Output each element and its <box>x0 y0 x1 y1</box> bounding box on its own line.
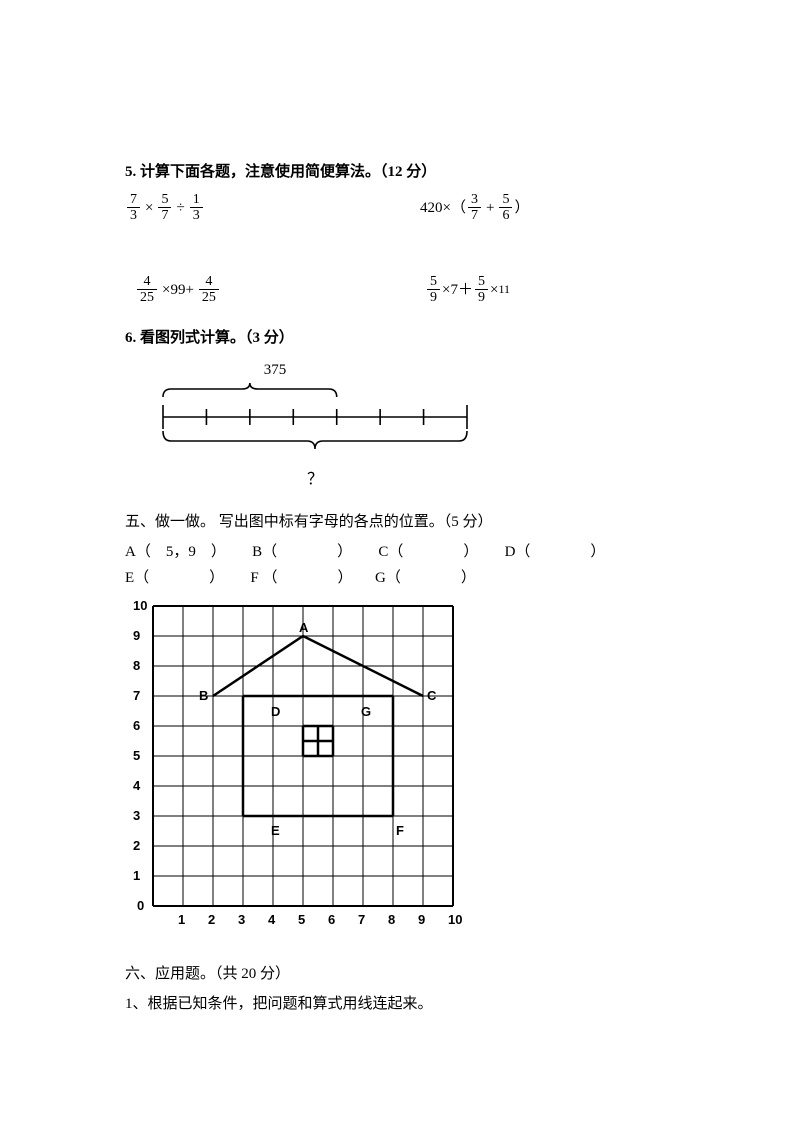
house-grid: 0 1 2 3 4 5 6 7 8 9 10 1 2 3 4 5 6 7 8 9 10 A B C D G E F <box>125 596 475 936</box>
svg-text:9: 9 <box>418 912 425 927</box>
grid-figure: 0 1 2 3 4 5 6 7 8 9 10 1 2 3 4 5 6 7 8 9 10 A B C D G E F <box>125 596 675 944</box>
q5-header: 5. 计算下面各题，注意使用简便算法。（12 分） <box>125 160 675 184</box>
svg-text:C: C <box>427 688 437 703</box>
svg-text:2: 2 <box>208 912 215 927</box>
svg-text:6: 6 <box>328 912 335 927</box>
segment-diagram <box>155 379 495 461</box>
svg-text:10: 10 <box>448 912 462 927</box>
svg-text:3: 3 <box>133 808 140 823</box>
svg-text:8: 8 <box>133 658 140 673</box>
q5-expr3: 425 ×99+ 425 <box>125 274 385 306</box>
section6-header: 六、应用题。（共 20 分） <box>125 962 675 986</box>
svg-text:8: 8 <box>388 912 395 927</box>
q6-question-mark: ？ <box>155 467 475 493</box>
q5-row1: 73 × 57 ÷ 13 420×（ 37 + 56 ） <box>125 192 675 224</box>
svg-text:10: 10 <box>133 598 147 613</box>
svg-text:3: 3 <box>238 912 245 927</box>
svg-text:B: B <box>199 688 208 703</box>
q6-diagram: 375 ？ <box>155 358 675 493</box>
svg-text:7: 7 <box>358 912 365 927</box>
q5-expr4: 59 ×7＋ 59 × 11 <box>385 274 675 306</box>
svg-text:2: 2 <box>133 838 140 853</box>
svg-text:1: 1 <box>178 912 185 927</box>
svg-text:4: 4 <box>133 778 141 793</box>
svg-text:7: 7 <box>133 688 140 703</box>
svg-text:6: 6 <box>133 718 140 733</box>
svg-text:0: 0 <box>137 898 144 913</box>
svg-text:4: 4 <box>268 912 276 927</box>
svg-text:5: 5 <box>133 748 140 763</box>
svg-text:D: D <box>271 704 280 719</box>
svg-text:A: A <box>299 620 309 635</box>
svg-text:1: 1 <box>133 868 140 883</box>
q5-expr2: 420×（ 37 + 56 ） <box>380 192 675 224</box>
q5-expr1: 73 × 57 ÷ 13 <box>125 192 380 224</box>
coord-row-1: A（ 5，9 ） B（ ） C（ ） D（ ） <box>125 540 675 564</box>
svg-text:9: 9 <box>133 628 140 643</box>
section6-line1: 1、根据已知条件，把问题和算式用线连起来。 <box>125 992 675 1016</box>
svg-text:F: F <box>396 823 404 838</box>
svg-text:E: E <box>271 823 280 838</box>
section5-header: 五、做一做。 写出图中标有字母的各点的位置。（5 分） <box>125 510 675 534</box>
q6-header: 6. 看图列式计算。（3 分） <box>125 326 675 350</box>
coord-row-2: E（ ） F （ ） G（ ） <box>125 566 675 590</box>
q5-row2: 425 ×99+ 425 59 ×7＋ 59 × 11 <box>125 274 675 306</box>
svg-text:5: 5 <box>298 912 305 927</box>
svg-text:G: G <box>361 704 371 719</box>
